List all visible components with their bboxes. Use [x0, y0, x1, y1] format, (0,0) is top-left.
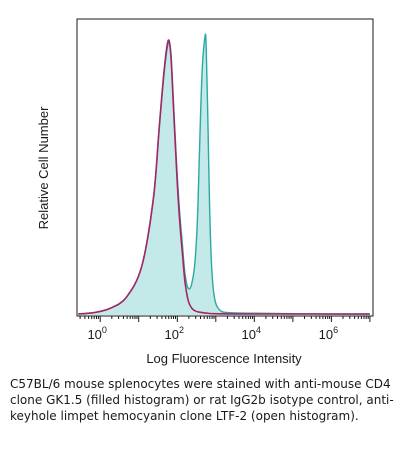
open-histogram-line [78, 39, 370, 315]
x-tick-label: 104 [242, 325, 261, 342]
x-tick-label: 102 [165, 325, 184, 342]
filled-histogram-line [78, 33, 370, 315]
plot-frame [76, 18, 374, 317]
filled-histogram-area [78, 34, 370, 316]
plot-area [78, 33, 370, 316]
x-tick-label: 106 [319, 325, 338, 342]
figure-caption: C57BL/6 mouse splenocytes were stained w… [10, 377, 394, 423]
y-axis-title: Relative Cell Number [36, 106, 51, 229]
x-tick-label: 100 [87, 325, 106, 342]
x-axis-title: Log Fluorescence Intensity [146, 351, 302, 366]
x-axis-ticks: 100 102 104 106 [79, 316, 371, 342]
histogram-chart: 100 102 104 106 Log Fluorescence Intensity … [36, 18, 374, 366]
